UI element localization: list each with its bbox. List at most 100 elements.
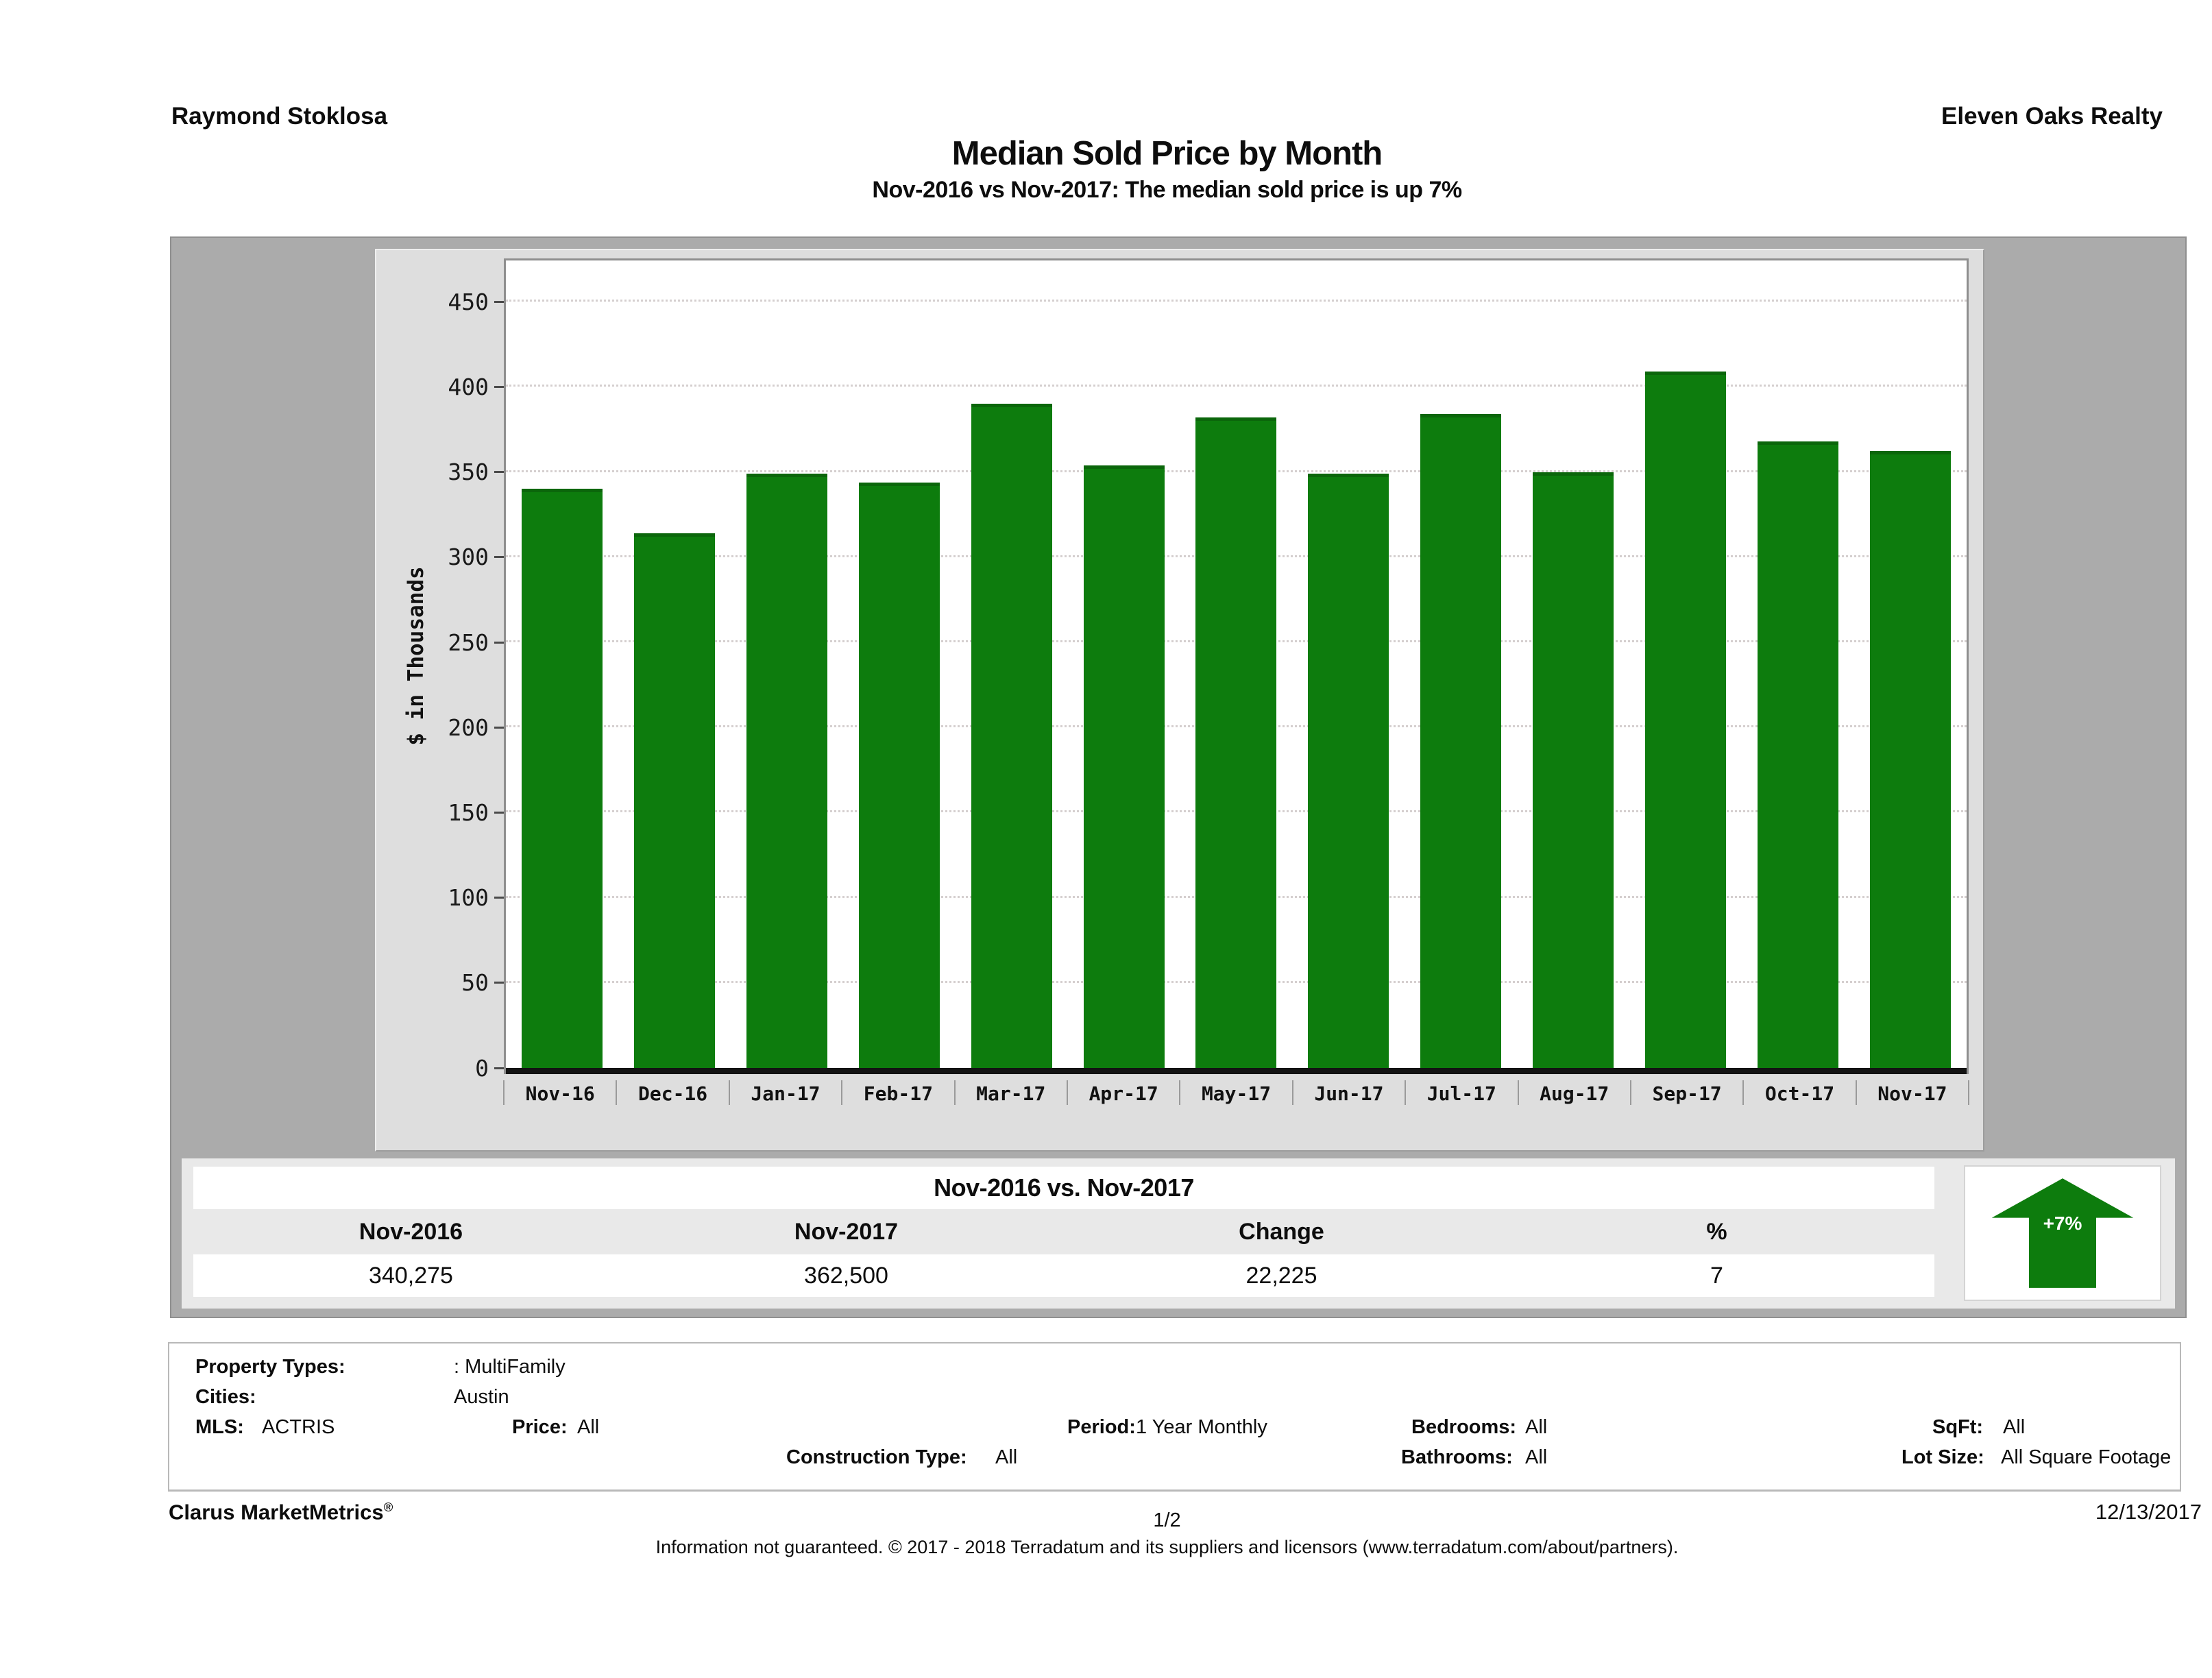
price-value: All xyxy=(577,1416,600,1438)
bathrooms-label: Bathrooms: xyxy=(1401,1446,1513,1468)
table-value-cell: 22,225 xyxy=(1245,1262,1317,1289)
bar-slot xyxy=(843,260,956,1068)
report-panel: $ in Thousands 0 50 100 150 200 250 300 350 400 4… xyxy=(170,236,2187,1318)
registered-mark: ® xyxy=(383,1500,393,1514)
construction-type-value: All xyxy=(995,1446,1018,1468)
up-arrow-icon xyxy=(1991,1178,2134,1288)
bar-Nov-16 xyxy=(521,488,603,1068)
x-tick-label: Nov-16 xyxy=(504,1076,618,1115)
bar-slot xyxy=(1742,260,1854,1068)
table-header-cell: Nov-2017 xyxy=(794,1218,899,1245)
y-tick-mark xyxy=(494,726,504,729)
bar-slot xyxy=(731,260,843,1068)
y-tick-mark xyxy=(494,385,504,388)
product-name-text: Clarus MarketMetrics xyxy=(169,1500,384,1524)
table-value-row: 340,275 362,500 22,225 7 xyxy=(193,1254,1934,1297)
table-value-cell: 7 xyxy=(1710,1262,1723,1289)
y-tick-label: 0 xyxy=(376,1055,504,1082)
product-name: Clarus MarketMetrics® xyxy=(169,1500,393,1524)
y-tick-label: 450 xyxy=(376,289,504,315)
x-axis: Nov-16 Dec-16 Jan-17 Feb-17 Mar-17 Apr-17 May-… xyxy=(503,1076,1970,1115)
bathrooms-value: All xyxy=(1525,1446,1548,1468)
mls-label: MLS: xyxy=(195,1416,244,1438)
x-tick-label: Sep-17 xyxy=(1631,1076,1745,1115)
table-value-cell: 362,500 xyxy=(804,1262,888,1289)
page-number: 1/2 xyxy=(1153,1509,1181,1531)
bar-Nov-17 xyxy=(1870,450,1952,1068)
bar-slot xyxy=(618,260,731,1068)
x-tick-label: Feb-17 xyxy=(842,1076,956,1115)
y-tick-mark xyxy=(494,897,504,899)
y-tick-mark xyxy=(494,1067,504,1069)
bar-slot xyxy=(1517,260,1629,1068)
x-tick-label: Mar-17 xyxy=(955,1076,1069,1115)
cities-value: Austin xyxy=(454,1386,509,1408)
brokerage-name: Eleven Oaks Realty xyxy=(1941,103,2163,130)
y-tick-label: 350 xyxy=(376,459,504,485)
x-tick-label: Jan-17 xyxy=(729,1076,843,1115)
bar-Apr-17 xyxy=(1083,465,1165,1068)
x-tick-label: Dec-16 xyxy=(616,1076,731,1115)
y-tick-mark xyxy=(494,471,504,474)
bar-slot xyxy=(1854,260,1967,1068)
period-label: Period: xyxy=(1067,1416,1136,1438)
x-axis-baseline xyxy=(506,1068,1967,1074)
bar-slot xyxy=(1068,260,1180,1068)
x-tick-label: Nov-17 xyxy=(1856,1076,1970,1115)
y-tick-label: 300 xyxy=(376,544,504,570)
cities-label: Cities: xyxy=(195,1386,256,1408)
bar-slot xyxy=(1292,260,1405,1068)
bedrooms-value: All xyxy=(1525,1416,1548,1438)
bar-Jan-17 xyxy=(746,474,827,1068)
bar-Mar-17 xyxy=(971,404,1052,1068)
price-label: Price: xyxy=(512,1416,568,1438)
plot-area xyxy=(504,258,1969,1074)
y-tick-label: 200 xyxy=(376,714,504,741)
property-types-value: : MultiFamily xyxy=(454,1356,566,1378)
bar-slot xyxy=(956,260,1068,1068)
agent-name: Raymond Stoklosa xyxy=(171,103,388,130)
bar-Feb-17 xyxy=(858,482,940,1068)
comparison-table-title: Nov-2016 vs. Nov-2017 xyxy=(193,1167,1934,1209)
trend-indicator: +7% xyxy=(1964,1165,2161,1301)
y-tick-label: 250 xyxy=(376,629,504,656)
bar-May-17 xyxy=(1195,417,1277,1068)
x-tick-label: Apr-17 xyxy=(1067,1076,1181,1115)
property-types-label: Property Types: xyxy=(195,1356,345,1378)
x-tick-label: Jun-17 xyxy=(1293,1076,1407,1115)
y-tick-mark xyxy=(494,300,504,303)
gridline xyxy=(506,300,1967,302)
y-tick-mark xyxy=(494,811,504,814)
x-tick-label: Oct-17 xyxy=(1743,1076,1858,1115)
bar-slot xyxy=(1180,260,1293,1068)
table-header-row: Nov-2016 Nov-2017 Change% xyxy=(193,1209,1934,1254)
bars xyxy=(506,260,1967,1068)
x-tick-label: Aug-17 xyxy=(1518,1076,1632,1115)
trend-badge: +7% xyxy=(2043,1213,2082,1235)
table-header-cell: Change xyxy=(1239,1218,1324,1245)
table-header-cell: % xyxy=(1706,1218,1727,1245)
y-tick-label: 50 xyxy=(376,969,504,996)
construction-type-label: Construction Type: xyxy=(786,1446,967,1468)
chart-panel: $ in Thousands 0 50 100 150 200 250 300 350 400 4… xyxy=(375,249,1984,1152)
sqft-label: SqFt: xyxy=(1932,1416,1984,1438)
bar-Jul-17 xyxy=(1420,414,1502,1068)
bar-slot xyxy=(1405,260,1517,1068)
table-value-cell: 340,275 xyxy=(369,1262,453,1289)
y-tick-mark xyxy=(494,556,504,559)
bar-Jun-17 xyxy=(1308,474,1389,1068)
gridline xyxy=(506,385,1967,387)
filters-box: Property Types: : MultiFamily Cities: Au… xyxy=(168,1342,2181,1492)
comparison-table: Nov-2016 vs. Nov-2017 Nov-2016 Nov-2017 Ch… xyxy=(182,1158,2175,1309)
mls-value: ACTRIS xyxy=(262,1416,335,1438)
bedrooms-label: Bedrooms: xyxy=(1411,1416,1517,1438)
bar-Aug-17 xyxy=(1533,472,1614,1068)
page-subtitle: Nov-2016 vs Nov-2017: The median sold pr… xyxy=(872,177,1462,203)
lot-size-value: All Square Footage xyxy=(2001,1446,2172,1468)
disclaimer: Information not guaranteed. © 2017 - 201… xyxy=(655,1537,1679,1557)
y-tick-label: 400 xyxy=(376,374,504,400)
period-value: 1 Year Monthly xyxy=(1136,1416,1267,1438)
bar-Dec-16 xyxy=(633,533,715,1068)
y-tick-label: 150 xyxy=(376,799,504,826)
